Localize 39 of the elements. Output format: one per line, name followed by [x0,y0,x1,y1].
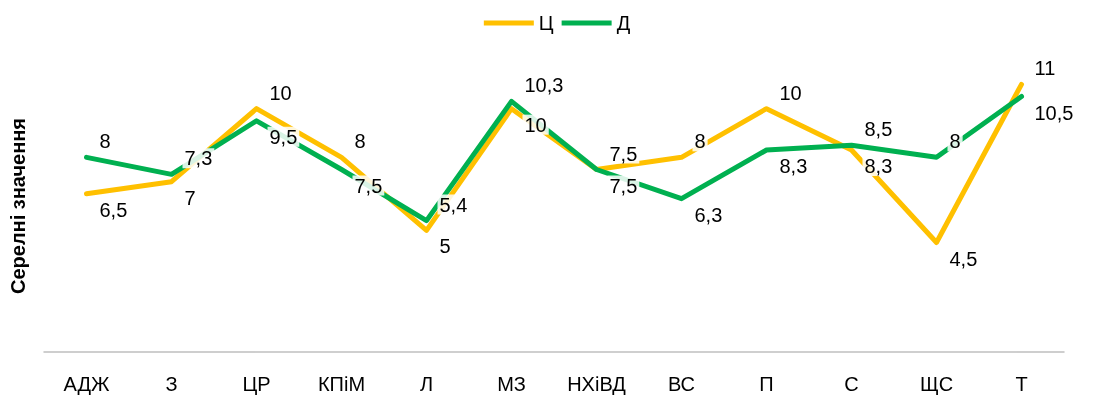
data-label: 8 [99,130,111,153]
data-label: 7,5 [354,174,383,197]
data-label: 8,5 [864,118,893,141]
data-label: 7,5 [609,174,638,197]
data-label: 8,3 [779,155,808,178]
x-tick-label: ЩС [919,373,954,395]
data-label: 4,5 [949,247,978,270]
data-label: 8 [354,130,366,153]
data-label: 10,3 [524,74,564,97]
y-axis-title: Серелні значення [7,117,29,295]
data-label: 9,5 [269,125,298,148]
x-tick-label: ВС [667,373,696,395]
data-label: 11 [1034,57,1056,80]
x-tick-label: З [165,373,178,395]
x-tick-label: Т [1015,373,1028,395]
x-tick-label: П [759,373,774,395]
data-label: 10 [524,113,547,136]
x-tick-label: КПіМ [317,373,366,395]
data-label: 7,3 [184,147,213,170]
data-label: 7 [184,186,196,209]
x-tick-label: С [844,373,859,395]
x-tick-label: МЗ [497,373,526,395]
x-tick-label: ЦР [242,373,271,395]
data-label: 10 [269,81,292,104]
data-label: 6,3 [694,203,723,226]
legend-label: Ц [538,12,554,34]
data-label: 8 [694,130,706,153]
data-label: 5 [439,235,451,258]
x-tick-label: НХіВД [567,373,627,395]
x-tick-label: Л [419,373,434,395]
legend-label: Д [616,12,631,34]
data-label: 10,5 [1034,101,1074,124]
data-label: 10 [779,81,802,104]
data-label: 8,3 [864,155,893,178]
x-tick-label: АДЖ [63,373,111,395]
data-label: 8 [949,130,961,153]
data-label: 7,5 [609,142,638,165]
data-label: 6,5 [99,198,128,221]
data-label: 5,4 [439,193,468,216]
